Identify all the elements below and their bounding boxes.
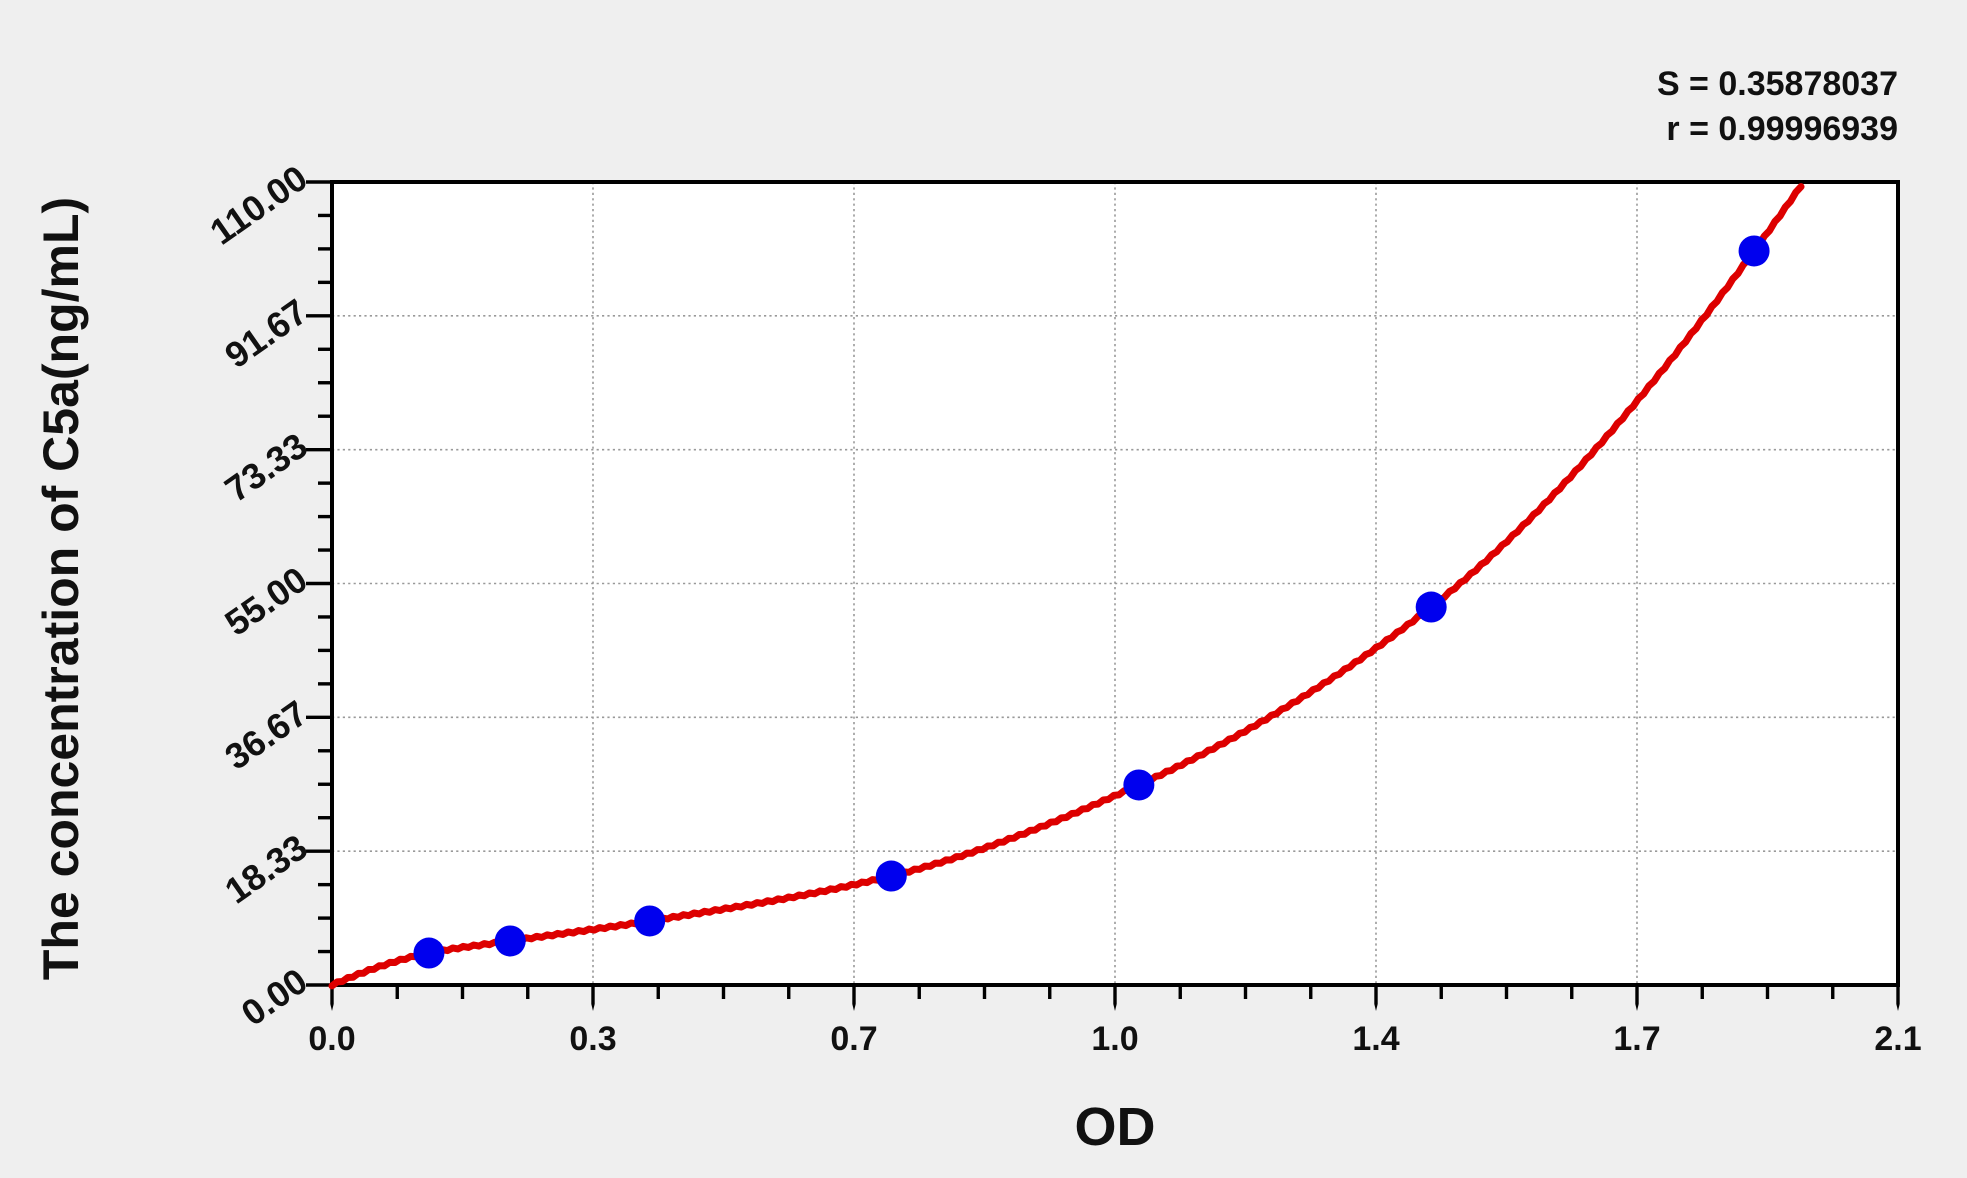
svg-text:0.3: 0.3 bbox=[569, 1020, 616, 1058]
svg-text:1.7: 1.7 bbox=[1613, 1020, 1660, 1058]
svg-text:The concentration of C5a(ng/mL: The concentration of C5a(ng/mL) bbox=[33, 197, 89, 980]
svg-text:r = 0.99996939: r = 0.99996939 bbox=[1666, 110, 1898, 148]
svg-text:1.4: 1.4 bbox=[1352, 1020, 1399, 1058]
svg-text:2.1: 2.1 bbox=[1874, 1020, 1921, 1058]
svg-text:S = 0.35878037: S = 0.35878037 bbox=[1657, 65, 1898, 103]
svg-text:1.0: 1.0 bbox=[1091, 1020, 1138, 1058]
svg-text:OD: OD bbox=[1075, 1097, 1156, 1157]
svg-text:0.0: 0.0 bbox=[308, 1020, 355, 1058]
svg-text:0.7: 0.7 bbox=[830, 1020, 877, 1058]
